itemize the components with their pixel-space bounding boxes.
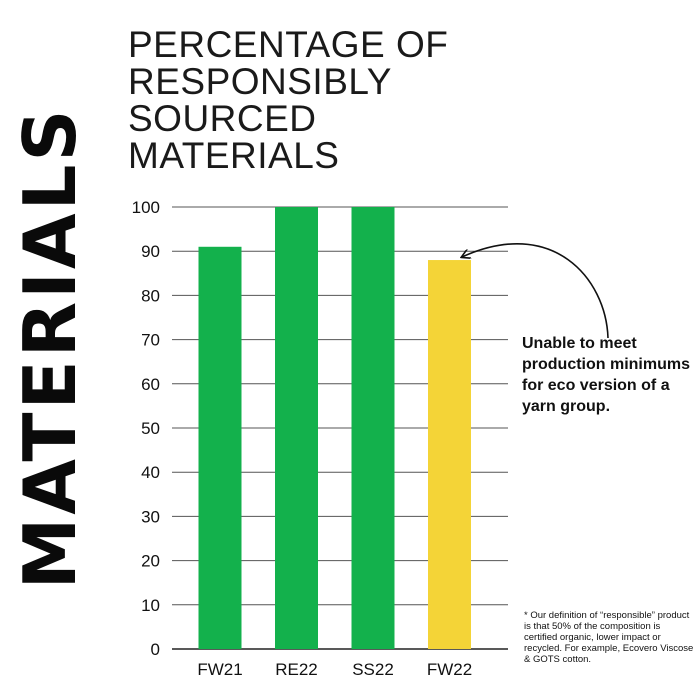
- chart-title-line: PERCENTAGE OF: [128, 24, 449, 65]
- x-tick-label: SS22: [352, 660, 394, 679]
- x-axis-ticks: FW21 RE22 SS22 FW22: [197, 660, 472, 679]
- chart-title-line: RESPONSIBLY: [128, 61, 392, 102]
- chart-title-line: MATERIALS: [128, 135, 340, 176]
- y-tick-label: 50: [141, 419, 160, 438]
- x-tick-label: FW21: [197, 660, 242, 679]
- bars: [198, 207, 471, 649]
- y-tick-label: 10: [141, 596, 160, 615]
- bar-fw22: [428, 260, 471, 649]
- y-tick-label: 20: [141, 552, 160, 571]
- y-tick-label: 80: [141, 286, 160, 305]
- y-tick-label: 0: [151, 640, 160, 659]
- footnote: * Our definition of “responsible” produc…: [524, 610, 694, 665]
- y-tick-label: 100: [132, 198, 160, 217]
- bar-ss22: [351, 207, 395, 649]
- y-tick-label: 90: [141, 242, 160, 261]
- chart-title: PERCENTAGE OF RESPONSIBLY SOURCED MATERI…: [128, 26, 448, 174]
- bar-re22: [275, 207, 318, 649]
- y-tick-label: 60: [141, 375, 160, 394]
- y-tick-label: 40: [141, 463, 160, 482]
- y-axis-ticks: 0 10 20 30 40 50 60 70 80 90 100: [132, 198, 160, 659]
- annotation-arrow: [462, 243, 609, 339]
- y-tick-label: 70: [141, 331, 160, 350]
- x-tick-label: FW22: [427, 660, 472, 679]
- chart-title-line: SOURCED: [128, 98, 317, 139]
- y-tick-label: 30: [141, 507, 160, 526]
- annotation-text: Unable to meet production minimums for e…: [522, 335, 690, 415]
- x-tick-label: RE22: [275, 660, 318, 679]
- bar-fw21: [198, 246, 242, 649]
